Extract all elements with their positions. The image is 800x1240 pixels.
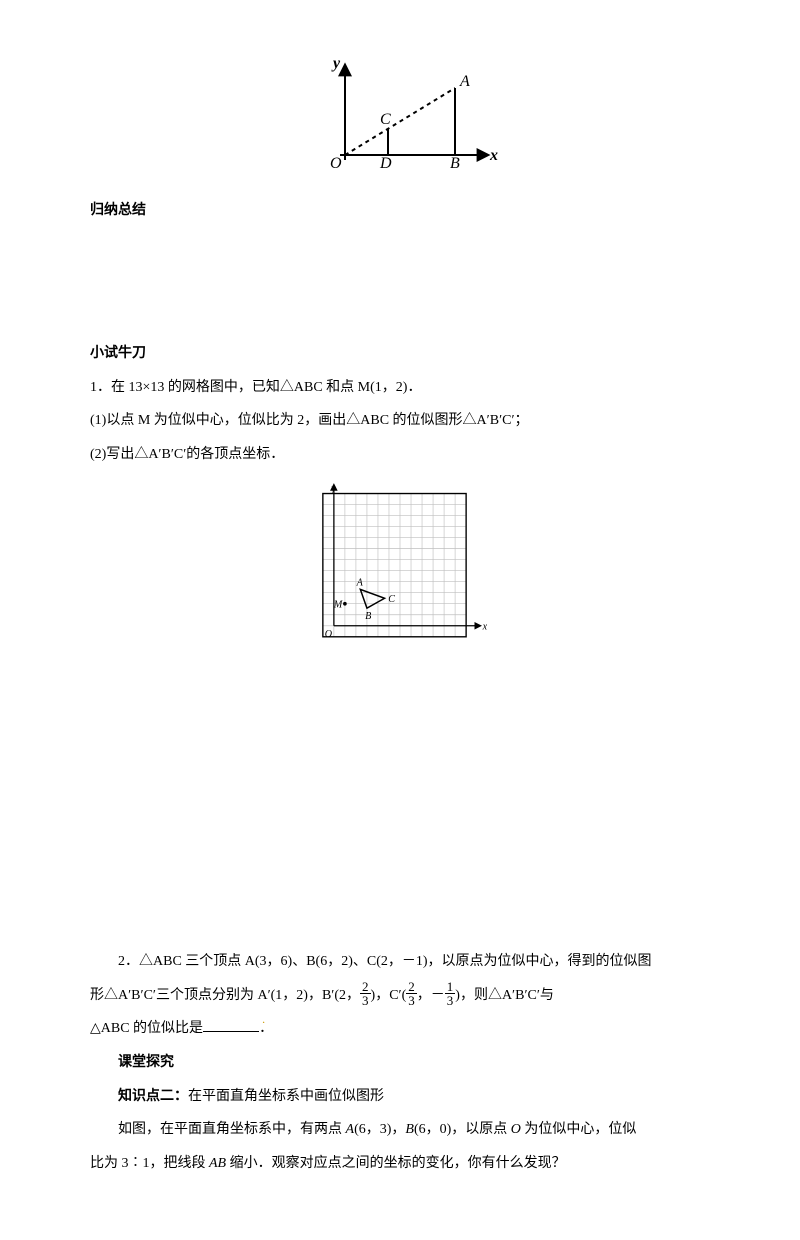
label-y: y bbox=[331, 60, 341, 72]
svg-text:y: y bbox=[330, 483, 336, 494]
label-A: A bbox=[459, 73, 470, 90]
svg-text:B: B bbox=[365, 611, 371, 622]
kp2-line: 知识点二：在平面直角坐标系中画位似图形 bbox=[90, 1080, 710, 1114]
q2-mid4: )，则△A′B′C′与 bbox=[455, 988, 554, 1003]
answer-blank[interactable] bbox=[203, 1017, 259, 1032]
frac-3: 13 bbox=[445, 980, 456, 1007]
q2-line1: 2．△ABC 三个顶点 A(3，6)、B(6，2)、C(2，－1)，以原点为位似… bbox=[90, 945, 710, 979]
heading-summary: 归纳总结 bbox=[90, 194, 710, 228]
svg-text:C: C bbox=[388, 593, 395, 604]
frac-1: 23 bbox=[360, 980, 371, 1007]
heading-tryout: 小试牛刀 bbox=[90, 337, 710, 371]
document-page: y x O A B C D 归纳总结 小试牛刀 1．在 13×13 的网格图中，… bbox=[0, 0, 800, 1240]
figure-coordinate-triangle: y x O A B C D bbox=[90, 60, 710, 184]
svg-text:O: O bbox=[325, 628, 333, 639]
label-C: C bbox=[380, 111, 391, 128]
q2-mid2: )，C′( bbox=[371, 988, 407, 1003]
svg-text:M: M bbox=[333, 599, 343, 610]
frac-2: 23 bbox=[406, 980, 417, 1007]
label-x: x bbox=[489, 147, 498, 164]
q1-part1: (1)以点 M 为位似中心，位似比为 2，画出△ABC 的位似图形△A′B′C′… bbox=[90, 404, 710, 438]
grid-svg: y x O A B C M bbox=[310, 472, 490, 662]
kp2-text: 在平面直角坐标系中画位似图形 bbox=[188, 1089, 384, 1104]
q2-prefix: 2．△ABC 三个顶点 A(3，6)、B(6，2)、C(2，－1)，以原点为位似… bbox=[118, 954, 652, 969]
heading-explore: 课堂探究 bbox=[90, 1046, 710, 1080]
blank-space-2 bbox=[90, 685, 710, 945]
label-B: B bbox=[450, 155, 460, 170]
svg-text:x: x bbox=[482, 621, 488, 632]
coord-diagram-svg: y x O A B C D bbox=[300, 60, 500, 170]
q2-mid3: ，－ bbox=[417, 988, 445, 1003]
var-B: B bbox=[405, 1122, 414, 1137]
var-O: O bbox=[511, 1122, 521, 1137]
q2-mid1: 形△A′B′C′三个顶点分别为 A′(1，2)，B′(2， bbox=[90, 988, 360, 1003]
blank-space-1 bbox=[90, 227, 710, 337]
q2-line2: 形△A′B′C′三个顶点分别为 A′(1，2)，B′(2，23)，C′(23，－… bbox=[90, 979, 710, 1013]
para-line1: 如图，在平面直角坐标系中，有两点 A(6，3)，B(6，0)，以原点 O 为位似… bbox=[90, 1113, 710, 1147]
label-O: O bbox=[330, 155, 342, 170]
label-D: D bbox=[379, 155, 392, 170]
q1-stem: 1．在 13×13 的网格图中，已知△ABC 和点 M(1，2)． bbox=[90, 371, 710, 405]
q2-tail: △ABC 的位似比是 bbox=[90, 1021, 203, 1036]
q2-line3: △ABC 的位似比是． bbox=[90, 1012, 710, 1046]
svg-text:A: A bbox=[356, 577, 364, 588]
q1-part2: (2)写出△A′B′C′的各顶点坐标． bbox=[90, 438, 710, 472]
para-line2: 比为 3∶1，把线段 AB 缩小．观察对应点之间的坐标的变化，你有什么发现？ bbox=[90, 1147, 710, 1181]
figure-grid: y x O A B C M bbox=[90, 472, 710, 676]
var-AB: AB bbox=[209, 1156, 226, 1171]
kp2-label: 知识点二： bbox=[118, 1089, 188, 1104]
var-A: A bbox=[346, 1122, 355, 1137]
line-OA bbox=[345, 88, 455, 155]
